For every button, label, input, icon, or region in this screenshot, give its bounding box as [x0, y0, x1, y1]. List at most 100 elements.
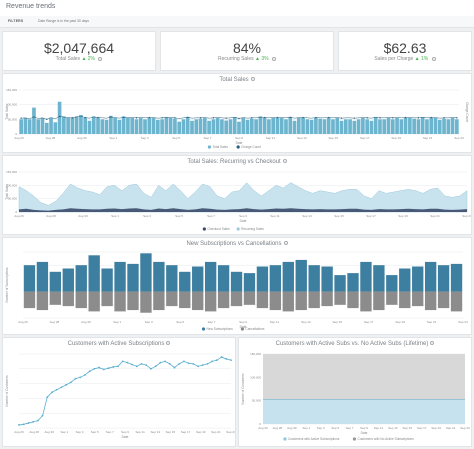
- x-tick-label: Sep 17: [364, 320, 374, 324]
- filters-label[interactable]: FILTERS: [8, 19, 24, 23]
- new-subscriptions-bar: [49, 271, 62, 292]
- x-tick-label: Aug 30: [78, 214, 88, 218]
- total-sales-panel: Total Sales 150,000 100,000 50,000 0 Total S…: [2, 73, 472, 153]
- active-area: [263, 399, 465, 424]
- bar: [373, 116, 378, 134]
- bar: [130, 117, 135, 134]
- line-point: [379, 117, 381, 119]
- line-point: [417, 117, 420, 119]
- cancellations-bar: [399, 291, 411, 309]
- bar: [326, 117, 331, 134]
- bar: [356, 119, 361, 134]
- line-point: [251, 117, 253, 119]
- kpi-delta: ▲ 3%: [255, 56, 269, 62]
- active-vs-inactive-chart[interactable]: 150,000 100,000 50,000 0 Number of Customers…: [239, 348, 471, 446]
- bar: [314, 117, 318, 134]
- cancellations-bar: [75, 291, 87, 309]
- line-point: [145, 364, 148, 366]
- line-point: [456, 117, 458, 119]
- y2-axis-label: Charge Count: [465, 102, 469, 122]
- bar: [44, 122, 49, 134]
- bar: [365, 119, 369, 134]
- info-icon[interactable]: [98, 56, 103, 61]
- x-tick-label: Sep 1: [111, 214, 119, 218]
- bar: [113, 117, 117, 134]
- info-icon[interactable]: [282, 159, 287, 164]
- info-icon[interactable]: [283, 241, 288, 246]
- kpi-label: Sales per Charge: [374, 56, 414, 62]
- bar: [62, 116, 66, 134]
- x-tick-label: Aug 26: [14, 430, 24, 434]
- total-sales-chart[interactable]: 150,000 100,000 50,000 0 Total Sales Aug 26 Au…: [3, 84, 471, 152]
- bar: [202, 117, 207, 134]
- x-tick-label: Aug 26: [18, 320, 28, 324]
- new-subscriptions-bar: [127, 263, 139, 292]
- x-tick-label: Sep 7: [207, 214, 215, 218]
- info-icon[interactable]: [431, 56, 436, 61]
- filters-bar[interactable]: [0, 16, 474, 28]
- x-tick-label: Sep 13: [388, 426, 398, 430]
- bar: [450, 117, 455, 134]
- bar: [109, 115, 113, 134]
- line-point: [168, 362, 171, 365]
- x-tick-label: Sep 23: [462, 214, 471, 218]
- kpi-value: 84%: [232, 40, 262, 56]
- x-tick-label: Sep 11: [374, 426, 384, 430]
- bar: [185, 116, 190, 134]
- cancellations-bar: [308, 291, 320, 309]
- bar: [160, 119, 164, 134]
- info-icon[interactable]: [271, 56, 276, 61]
- line-point: [192, 362, 195, 365]
- line-point: [88, 370, 91, 373]
- x-tick-label: Sep 1: [61, 430, 69, 434]
- subs-vs-cancellations-chart[interactable]: Number of Subscriptions Aug 26 Aug 28 Aug 3…: [3, 248, 471, 334]
- bar: [254, 119, 258, 134]
- bar: [147, 117, 152, 134]
- bar: [87, 120, 92, 134]
- line-point: [148, 116, 150, 119]
- filters-text[interactable]: Date Range is in the past 30 days: [38, 19, 89, 23]
- bar: [390, 119, 395, 134]
- line-point: [69, 381, 72, 384]
- new-subscriptions-bar: [36, 261, 49, 292]
- bar: [198, 118, 203, 134]
- cancellations-bar: [360, 291, 372, 312]
- info-icon[interactable]: [250, 77, 255, 82]
- cancellations-bar: [140, 291, 152, 313]
- line-point: [215, 359, 218, 362]
- bar: [79, 114, 83, 134]
- legend-swatch: [207, 145, 212, 149]
- bar: [309, 119, 314, 134]
- bar: [168, 117, 173, 134]
- line-point: [135, 117, 138, 119]
- bar: [305, 119, 310, 134]
- bar: [275, 117, 280, 134]
- new-subscriptions-bar: [295, 259, 307, 292]
- kpi-value: $2,047,664: [43, 40, 115, 56]
- x-tick-label: Aug 28: [29, 430, 39, 434]
- new-subscriptions-bar: [399, 268, 411, 292]
- x-tick-label: Sep 15: [329, 136, 339, 140]
- y-tick-label: 50,000: [252, 399, 262, 403]
- bar: [228, 119, 233, 134]
- new-subscriptions-bar: [204, 261, 217, 292]
- info-icon[interactable]: [166, 341, 171, 346]
- x-tick-label: Sep 5: [91, 430, 99, 434]
- info-icon[interactable]: [430, 341, 435, 346]
- bar: [437, 119, 442, 134]
- bar: [343, 119, 348, 134]
- y-tick-label: 100,000: [6, 183, 17, 187]
- cancellations-bar: [321, 291, 333, 307]
- legend-label: Checkout Sales: [207, 227, 230, 231]
- cancellations-bar: [424, 291, 437, 311]
- legend-swatch: [236, 145, 240, 149]
- x-tick-label: Aug 30: [77, 136, 87, 140]
- active-customers-chart[interactable]: Number of Customers Aug 26 Aug 28 Aug 30 Sep…: [3, 348, 235, 446]
- cancellations-bar: [62, 291, 74, 307]
- x-tick-label: Sep 9: [239, 320, 247, 324]
- recurring-vs-checkout-chart[interactable]: 150,000 100,000 50,000 0 Total Sales Aug 26 Au…: [3, 166, 471, 234]
- line-point: [33, 116, 35, 118]
- line-point: [121, 360, 124, 363]
- y-tick-label: 100,000: [6, 103, 17, 107]
- x-tick-label: Sep 23: [458, 320, 468, 324]
